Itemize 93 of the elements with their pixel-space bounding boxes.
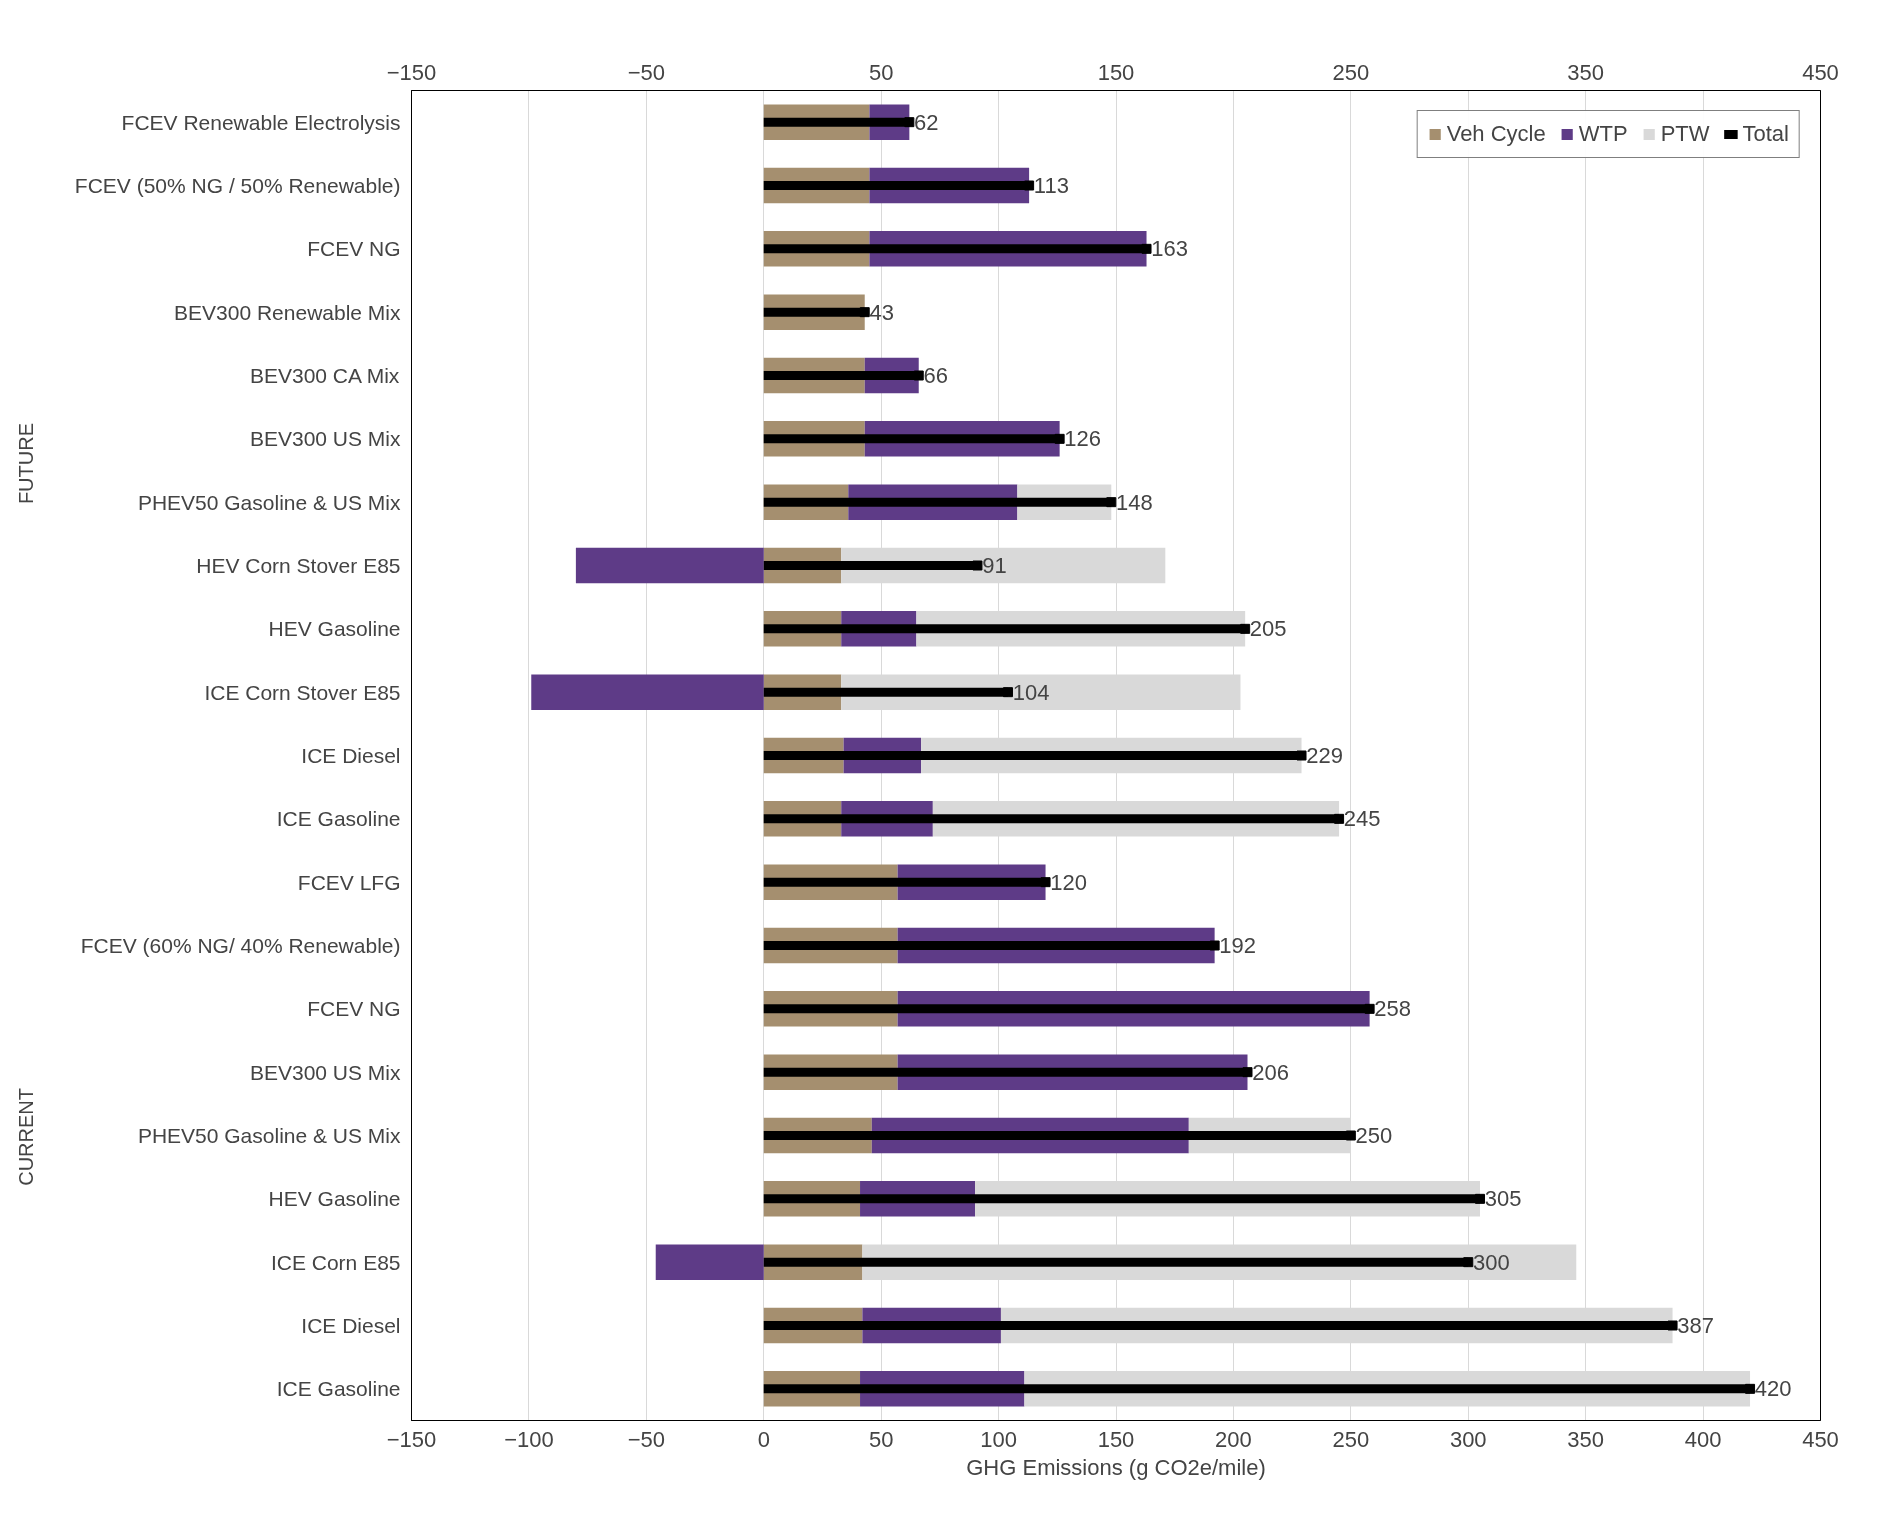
- point: [1334, 813, 1345, 824]
- point: [904, 117, 915, 128]
- data-label: 192: [1219, 933, 1257, 958]
- x-tick-label: 350: [1567, 1426, 1605, 1452]
- data-label: 387: [1677, 1313, 1714, 1338]
- x-tick-label: 400: [1684, 1426, 1722, 1452]
- data-label: 66: [923, 363, 948, 388]
- data-label: 245: [1343, 806, 1381, 832]
- x2-tick-label: −150: [386, 59, 437, 85]
- x2-tick-label: 150: [1097, 59, 1135, 85]
- y-tick-label: BEV300 Renewable Mix: [174, 300, 401, 324]
- point: [1024, 180, 1035, 191]
- legend-label: Total: [1742, 121, 1789, 147]
- data-label: 43: [869, 299, 894, 325]
- data-label: 305: [1484, 1186, 1522, 1212]
- y-tick-label: BEV300 US Mix: [249, 427, 401, 451]
- y-tick-label: ICE Corn E85: [270, 1250, 401, 1274]
- point: [859, 307, 870, 318]
- data-label: 420: [1754, 1376, 1792, 1402]
- y-tick-label: PHEV50 Gasoline & US Mix: [137, 490, 401, 514]
- point: [1106, 497, 1117, 508]
- point: [972, 560, 983, 571]
- x-tick-label: −50: [627, 1426, 665, 1452]
- y-tick-label: HEV Gasoline: [268, 1187, 401, 1211]
- text: CURRENT: [14, 1087, 37, 1186]
- y-tick-label: FCEV (60% NG/ 40% Renewable): [80, 934, 401, 957]
- data-label: 258: [1374, 996, 1412, 1022]
- x2-tick-label: 250: [1332, 59, 1370, 85]
- legend-label: WTP: [1578, 121, 1628, 147]
- x-tick-label: 250: [1332, 1426, 1370, 1452]
- x2-tick-label: 350: [1567, 59, 1605, 85]
- point: [1242, 1067, 1253, 1078]
- y-tick-label: ICE Diesel: [301, 744, 401, 767]
- legend-label: Veh Cycle: [1446, 121, 1546, 147]
- x-tick-label: 0: [757, 1426, 770, 1452]
- point: [1463, 1257, 1474, 1268]
- text: FUTURE: [14, 422, 37, 505]
- y-tick-label: PHEV50 Gasoline & US Mix: [137, 1124, 401, 1147]
- bar: [655, 1244, 764, 1280]
- y-tick-label: ICE Gasoline: [276, 807, 401, 831]
- data-label: 113: [1033, 173, 1069, 198]
- data-label: 62: [914, 109, 939, 135]
- y-tick-label: BEV300 US Mix: [249, 1060, 401, 1084]
- x-tick-label: 150: [1097, 1426, 1135, 1452]
- x-tick-label: −150: [386, 1426, 437, 1452]
- bar: [531, 674, 764, 710]
- data-label: 120: [1050, 869, 1087, 895]
- data-label: 300: [1472, 1249, 1510, 1275]
- point: [1209, 940, 1220, 951]
- data-label: 148: [1116, 489, 1153, 515]
- x-tick-label: 300: [1449, 1426, 1487, 1452]
- data-label: 104: [1012, 679, 1050, 705]
- x-axis-title: GHG Emissions (g CO2e/mile): [966, 1454, 1266, 1480]
- y-tick-label: ICE Corn Stover E85: [204, 680, 401, 704]
- data-label: 205: [1249, 616, 1287, 642]
- y-tick-label: ICE Gasoline: [276, 1377, 401, 1401]
- x-tick-label: −100: [504, 1426, 554, 1452]
- x-tick-label: 100: [980, 1426, 1017, 1452]
- data-label: 126: [1064, 426, 1102, 452]
- x-tick-label: 200: [1215, 1426, 1252, 1452]
- x2-tick-label: 450: [1802, 59, 1839, 85]
- y-tick-label: BEV300 CA Mix: [249, 364, 400, 387]
- point: [1474, 1193, 1485, 1204]
- bar: [575, 547, 764, 584]
- y-tick-label: HEV Corn Stover E85: [196, 554, 401, 577]
- point: [1745, 1383, 1756, 1394]
- y-tick-label: FCEV NG: [307, 237, 401, 261]
- y-tick-label: HEV Gasoline: [268, 617, 401, 641]
- x2-tick-label: −50: [627, 59, 665, 85]
- legend-label: PTW: [1660, 121, 1710, 147]
- data-label: 163: [1151, 236, 1188, 262]
- y-tick-label: ICE Diesel: [301, 1314, 401, 1337]
- point: [1667, 1320, 1678, 1331]
- point: [1364, 1003, 1375, 1014]
- y-tick-label: FCEV (50% NG / 50% Renewable): [74, 174, 401, 197]
- x-tick-label: 450: [1802, 1426, 1839, 1452]
- y-tick-label: FCEV Renewable Electrolysis: [121, 110, 401, 134]
- data-label: 91: [982, 553, 1007, 578]
- point: [1141, 243, 1152, 254]
- point: [1040, 877, 1051, 888]
- y-tick-label: FCEV NG: [307, 997, 401, 1021]
- x2-tick-label: 50: [868, 59, 894, 85]
- x-tick-label: 50: [868, 1426, 894, 1452]
- data-label: 250: [1355, 1123, 1393, 1148]
- point: [1296, 750, 1307, 761]
- point: [1345, 1130, 1356, 1141]
- data-label: 229: [1306, 743, 1343, 768]
- point: [1240, 623, 1251, 634]
- point: [1054, 433, 1065, 444]
- y-tick-label: FCEV LFG: [297, 870, 401, 894]
- point: [1002, 687, 1013, 698]
- point: [913, 370, 924, 381]
- data-label: 206: [1252, 1059, 1289, 1085]
